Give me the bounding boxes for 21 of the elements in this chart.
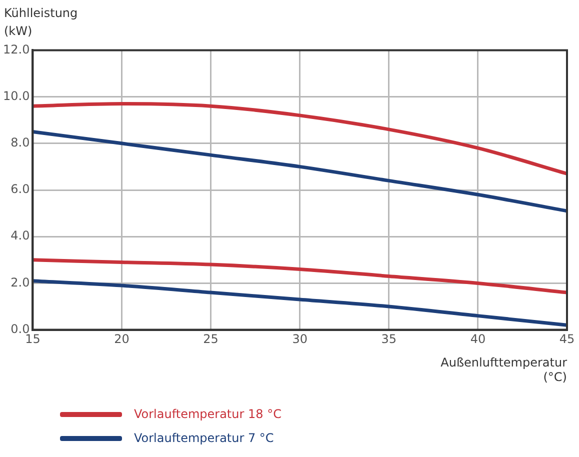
x-tick-label: 20 bbox=[114, 332, 130, 346]
y-tick-label: 8.0 bbox=[10, 136, 30, 150]
y-tick-label: 12.0 bbox=[3, 42, 30, 56]
line-series bbox=[32, 279, 567, 327]
x-tick-label: 25 bbox=[203, 332, 218, 346]
line-series bbox=[32, 258, 567, 294]
y-tick-label: 4.0 bbox=[10, 228, 30, 243]
y-axis-title: Kühlleistung (kW) bbox=[4, 5, 78, 40]
x-tick-label: 45 bbox=[559, 332, 575, 346]
line-series bbox=[32, 130, 567, 213]
x-axis-title: Außenlufttemperatur (°C) bbox=[440, 356, 568, 384]
y-tick-label: 6.0 bbox=[10, 182, 30, 196]
x-tick-label: 30 bbox=[292, 332, 308, 346]
y-tick-label: 10.0 bbox=[3, 88, 30, 103]
x-tick-label: 15 bbox=[25, 332, 40, 346]
x-tick-label: 40 bbox=[470, 332, 486, 346]
text: Vorlauftemperatur 7 °C bbox=[134, 431, 274, 445]
y-tick-label: 2.0 bbox=[10, 275, 30, 290]
text: Vorlauftemperatur 18 °C bbox=[134, 407, 282, 421]
line-series bbox=[32, 102, 567, 176]
x-tick-label: 35 bbox=[381, 332, 397, 346]
